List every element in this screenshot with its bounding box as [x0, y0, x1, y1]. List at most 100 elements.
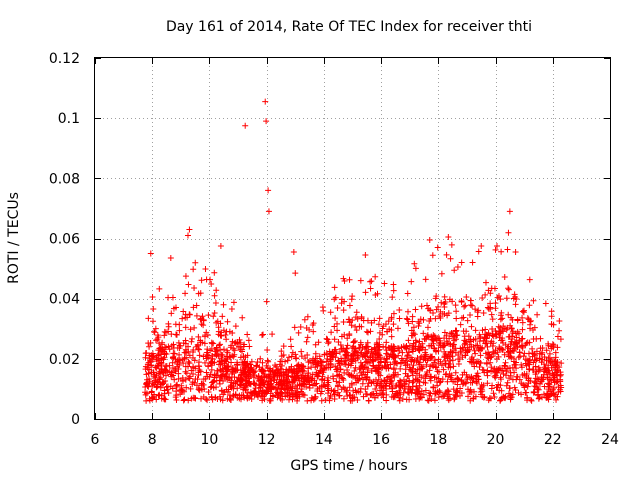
data-point	[224, 395, 231, 402]
data-point	[286, 396, 293, 403]
data-point	[545, 380, 552, 387]
data-point	[169, 365, 176, 372]
data-point	[232, 323, 239, 330]
data-point	[518, 364, 525, 371]
data-point	[175, 366, 182, 373]
data-point	[463, 294, 470, 301]
data-point	[540, 374, 547, 381]
data-point	[217, 243, 224, 250]
data-point	[315, 339, 322, 346]
data-point	[308, 394, 315, 401]
data-point	[480, 337, 487, 344]
data-point	[497, 330, 504, 337]
data-point	[395, 345, 402, 352]
data-point	[240, 343, 247, 350]
data-point	[482, 279, 489, 286]
data-point	[349, 317, 356, 324]
data-point	[354, 315, 361, 322]
data-point	[497, 296, 504, 303]
data-point	[506, 375, 513, 382]
data-point	[408, 354, 415, 361]
data-point	[263, 118, 270, 125]
x-tick-label: 12	[258, 432, 276, 448]
data-point	[429, 336, 436, 343]
data-point	[341, 278, 348, 285]
data-point	[515, 389, 522, 396]
data-point	[471, 363, 478, 370]
data-point	[165, 390, 172, 397]
data-point	[512, 301, 519, 308]
data-point	[448, 241, 455, 248]
data-point	[511, 384, 518, 391]
data-point	[267, 365, 274, 372]
data-point	[513, 365, 520, 372]
data-point	[509, 391, 516, 398]
data-point	[398, 355, 405, 362]
data-point	[158, 392, 165, 399]
data-point	[234, 394, 241, 401]
data-point	[156, 357, 163, 364]
data-point	[441, 329, 448, 336]
data-point	[442, 390, 449, 397]
data-point	[396, 394, 403, 401]
data-point	[551, 373, 558, 380]
data-point	[449, 343, 456, 350]
data-point	[289, 368, 296, 375]
data-point	[458, 315, 465, 322]
data-point	[482, 350, 489, 357]
data-point	[444, 378, 451, 385]
data-point	[269, 331, 276, 338]
data-point	[489, 316, 496, 323]
data-point	[426, 318, 433, 325]
data-point	[230, 299, 237, 306]
data-point	[209, 378, 216, 385]
data-point	[304, 397, 311, 404]
data-point	[223, 328, 230, 335]
data-point	[441, 310, 448, 317]
data-point	[496, 387, 503, 394]
data-point	[217, 361, 224, 368]
data-point	[210, 313, 217, 320]
data-point	[143, 390, 150, 397]
data-point	[432, 295, 439, 302]
data-point	[353, 327, 360, 334]
data-point	[499, 337, 506, 344]
data-point	[352, 338, 359, 345]
data-point	[505, 285, 512, 292]
data-point	[227, 397, 234, 404]
data-point	[430, 309, 437, 316]
data-point	[486, 351, 493, 358]
data-point	[142, 354, 149, 361]
data-point	[472, 350, 479, 357]
data-point	[221, 362, 228, 369]
data-point	[241, 359, 248, 366]
data-point	[386, 326, 393, 333]
data-point	[513, 340, 520, 347]
data-point	[519, 319, 526, 326]
data-point	[190, 266, 197, 273]
data-point	[503, 295, 510, 302]
data-point	[420, 391, 427, 398]
data-point	[397, 360, 404, 367]
data-point	[467, 397, 474, 404]
data-point	[161, 350, 168, 357]
data-point	[162, 363, 169, 370]
data-point	[363, 358, 370, 365]
data-point	[495, 293, 502, 300]
data-point	[532, 363, 539, 370]
data-point	[507, 369, 514, 376]
data-point	[543, 394, 550, 401]
data-point	[523, 389, 530, 396]
data-point	[438, 299, 445, 306]
data-point	[452, 327, 459, 334]
data-point	[180, 360, 187, 367]
data-point	[382, 359, 389, 366]
data-point	[420, 379, 427, 386]
data-point	[524, 315, 531, 322]
data-point	[477, 359, 484, 366]
data-point	[364, 339, 371, 346]
data-point	[261, 390, 268, 397]
data-point	[508, 354, 515, 361]
data-point	[167, 255, 174, 262]
data-point	[181, 388, 188, 395]
